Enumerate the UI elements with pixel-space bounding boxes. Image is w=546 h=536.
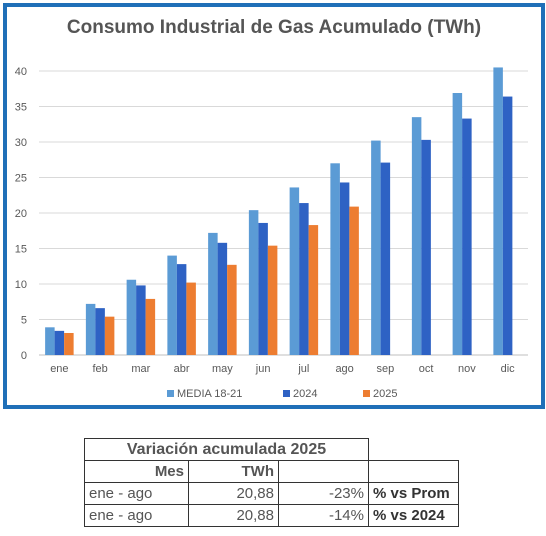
table-spacer (369, 439, 459, 461)
x-tick-label: oct (419, 363, 434, 375)
legend-label: 2025 (373, 388, 397, 400)
bar-media-18-21 (45, 327, 55, 355)
legend-swatch (363, 390, 370, 397)
header-twh: TWh (188, 460, 279, 483)
bar-2024 (421, 139, 431, 355)
y-tick-label: 0 (21, 350, 27, 362)
legend-swatch (283, 390, 290, 397)
x-tick-label: ene (50, 363, 68, 375)
header-empty (278, 460, 369, 483)
variation-table: Variación acumulada 2025 Mes TWh ene - a… (84, 438, 459, 527)
bar-media-18-21 (248, 210, 259, 355)
x-tick-label: ago (335, 363, 353, 375)
bar-media-18-21 (208, 232, 218, 355)
bar-2025 (145, 298, 156, 355)
bar-2025 (308, 225, 319, 355)
header-mes: Mes (84, 460, 189, 483)
y-tick-label: 25 (15, 173, 27, 185)
row-pct: -23% (278, 482, 369, 505)
bar-2025 (104, 316, 115, 355)
bar-2024 (176, 264, 187, 355)
bar-2024 (462, 118, 472, 355)
row-mes: ene - ago (84, 504, 189, 527)
row-mes: ene - ago (84, 482, 189, 505)
x-tick-label: may (212, 363, 233, 375)
header-empty-note (368, 460, 459, 483)
bar-2025 (349, 206, 359, 355)
row-twh: 20,88 (188, 482, 279, 505)
bar-2024 (258, 222, 268, 355)
bar-2025 (227, 264, 237, 355)
bar-2024 (95, 308, 105, 355)
x-tick-label: nov (458, 363, 476, 375)
bar-2024 (299, 203, 309, 355)
bar-2025 (186, 282, 196, 355)
bar-2024 (217, 242, 228, 355)
bar-media-18-21 (330, 163, 340, 355)
bar-media-18-21 (452, 93, 463, 355)
legend-swatch (167, 390, 174, 397)
legend-label: 2024 (293, 388, 317, 400)
x-tick-label: jun (255, 363, 271, 375)
row-note: % vs Prom (368, 482, 459, 505)
bar-2025 (64, 332, 74, 355)
table-header-row: Mes TWh (84, 460, 459, 483)
y-tick-label: 30 (15, 137, 27, 149)
row-note: % vs 2024 (368, 504, 459, 527)
x-tick-label: feb (92, 363, 107, 375)
y-tick-label: 10 (15, 279, 27, 291)
y-tick-label: 20 (15, 208, 27, 220)
y-tick-label: 15 (15, 244, 27, 256)
x-tick-label: mar (131, 363, 150, 375)
x-tick-label: sep (377, 363, 395, 375)
y-tick-label: 35 (15, 102, 27, 114)
table-row: ene - ago 20,88 -14% % vs 2024 (84, 504, 459, 527)
bar-media-18-21 (126, 279, 137, 355)
table-title-row: Variación acumulada 2025 (84, 438, 459, 461)
row-pct: -14% (278, 504, 369, 527)
bar-media-18-21 (411, 117, 422, 356)
bar-2024 (502, 96, 513, 355)
bar-2024 (136, 285, 146, 355)
x-tick-label: jul (297, 363, 309, 375)
table-row: ene - ago 20,88 -23% % vs Prom (84, 482, 459, 505)
bar-media-18-21 (493, 67, 503, 355)
bar-media-18-21 (85, 303, 96, 355)
bar-2024 (339, 182, 350, 355)
bar-2025 (267, 245, 278, 355)
bar-media-18-21 (371, 140, 381, 355)
chart-title: Consumo Industrial de Gas Acumulado (TWh… (66, 17, 482, 38)
chart-frame: Consumo Industrial de Gas Acumulado (TWh… (3, 3, 545, 409)
table-title: Variación acumulada 2025 (84, 438, 369, 461)
y-tick-label: 40 (15, 66, 27, 78)
legend-label: MEDIA 18-21 (177, 388, 242, 400)
y-tick-label: 5 (21, 315, 27, 327)
bar-2024 (54, 330, 65, 355)
bar-media-18-21 (289, 187, 300, 355)
bar-2024 (380, 162, 391, 355)
x-tick-label: dic (501, 363, 516, 375)
bar-media-18-21 (167, 255, 177, 355)
x-tick-label: abr (174, 363, 190, 375)
row-twh: 20,88 (188, 504, 279, 527)
